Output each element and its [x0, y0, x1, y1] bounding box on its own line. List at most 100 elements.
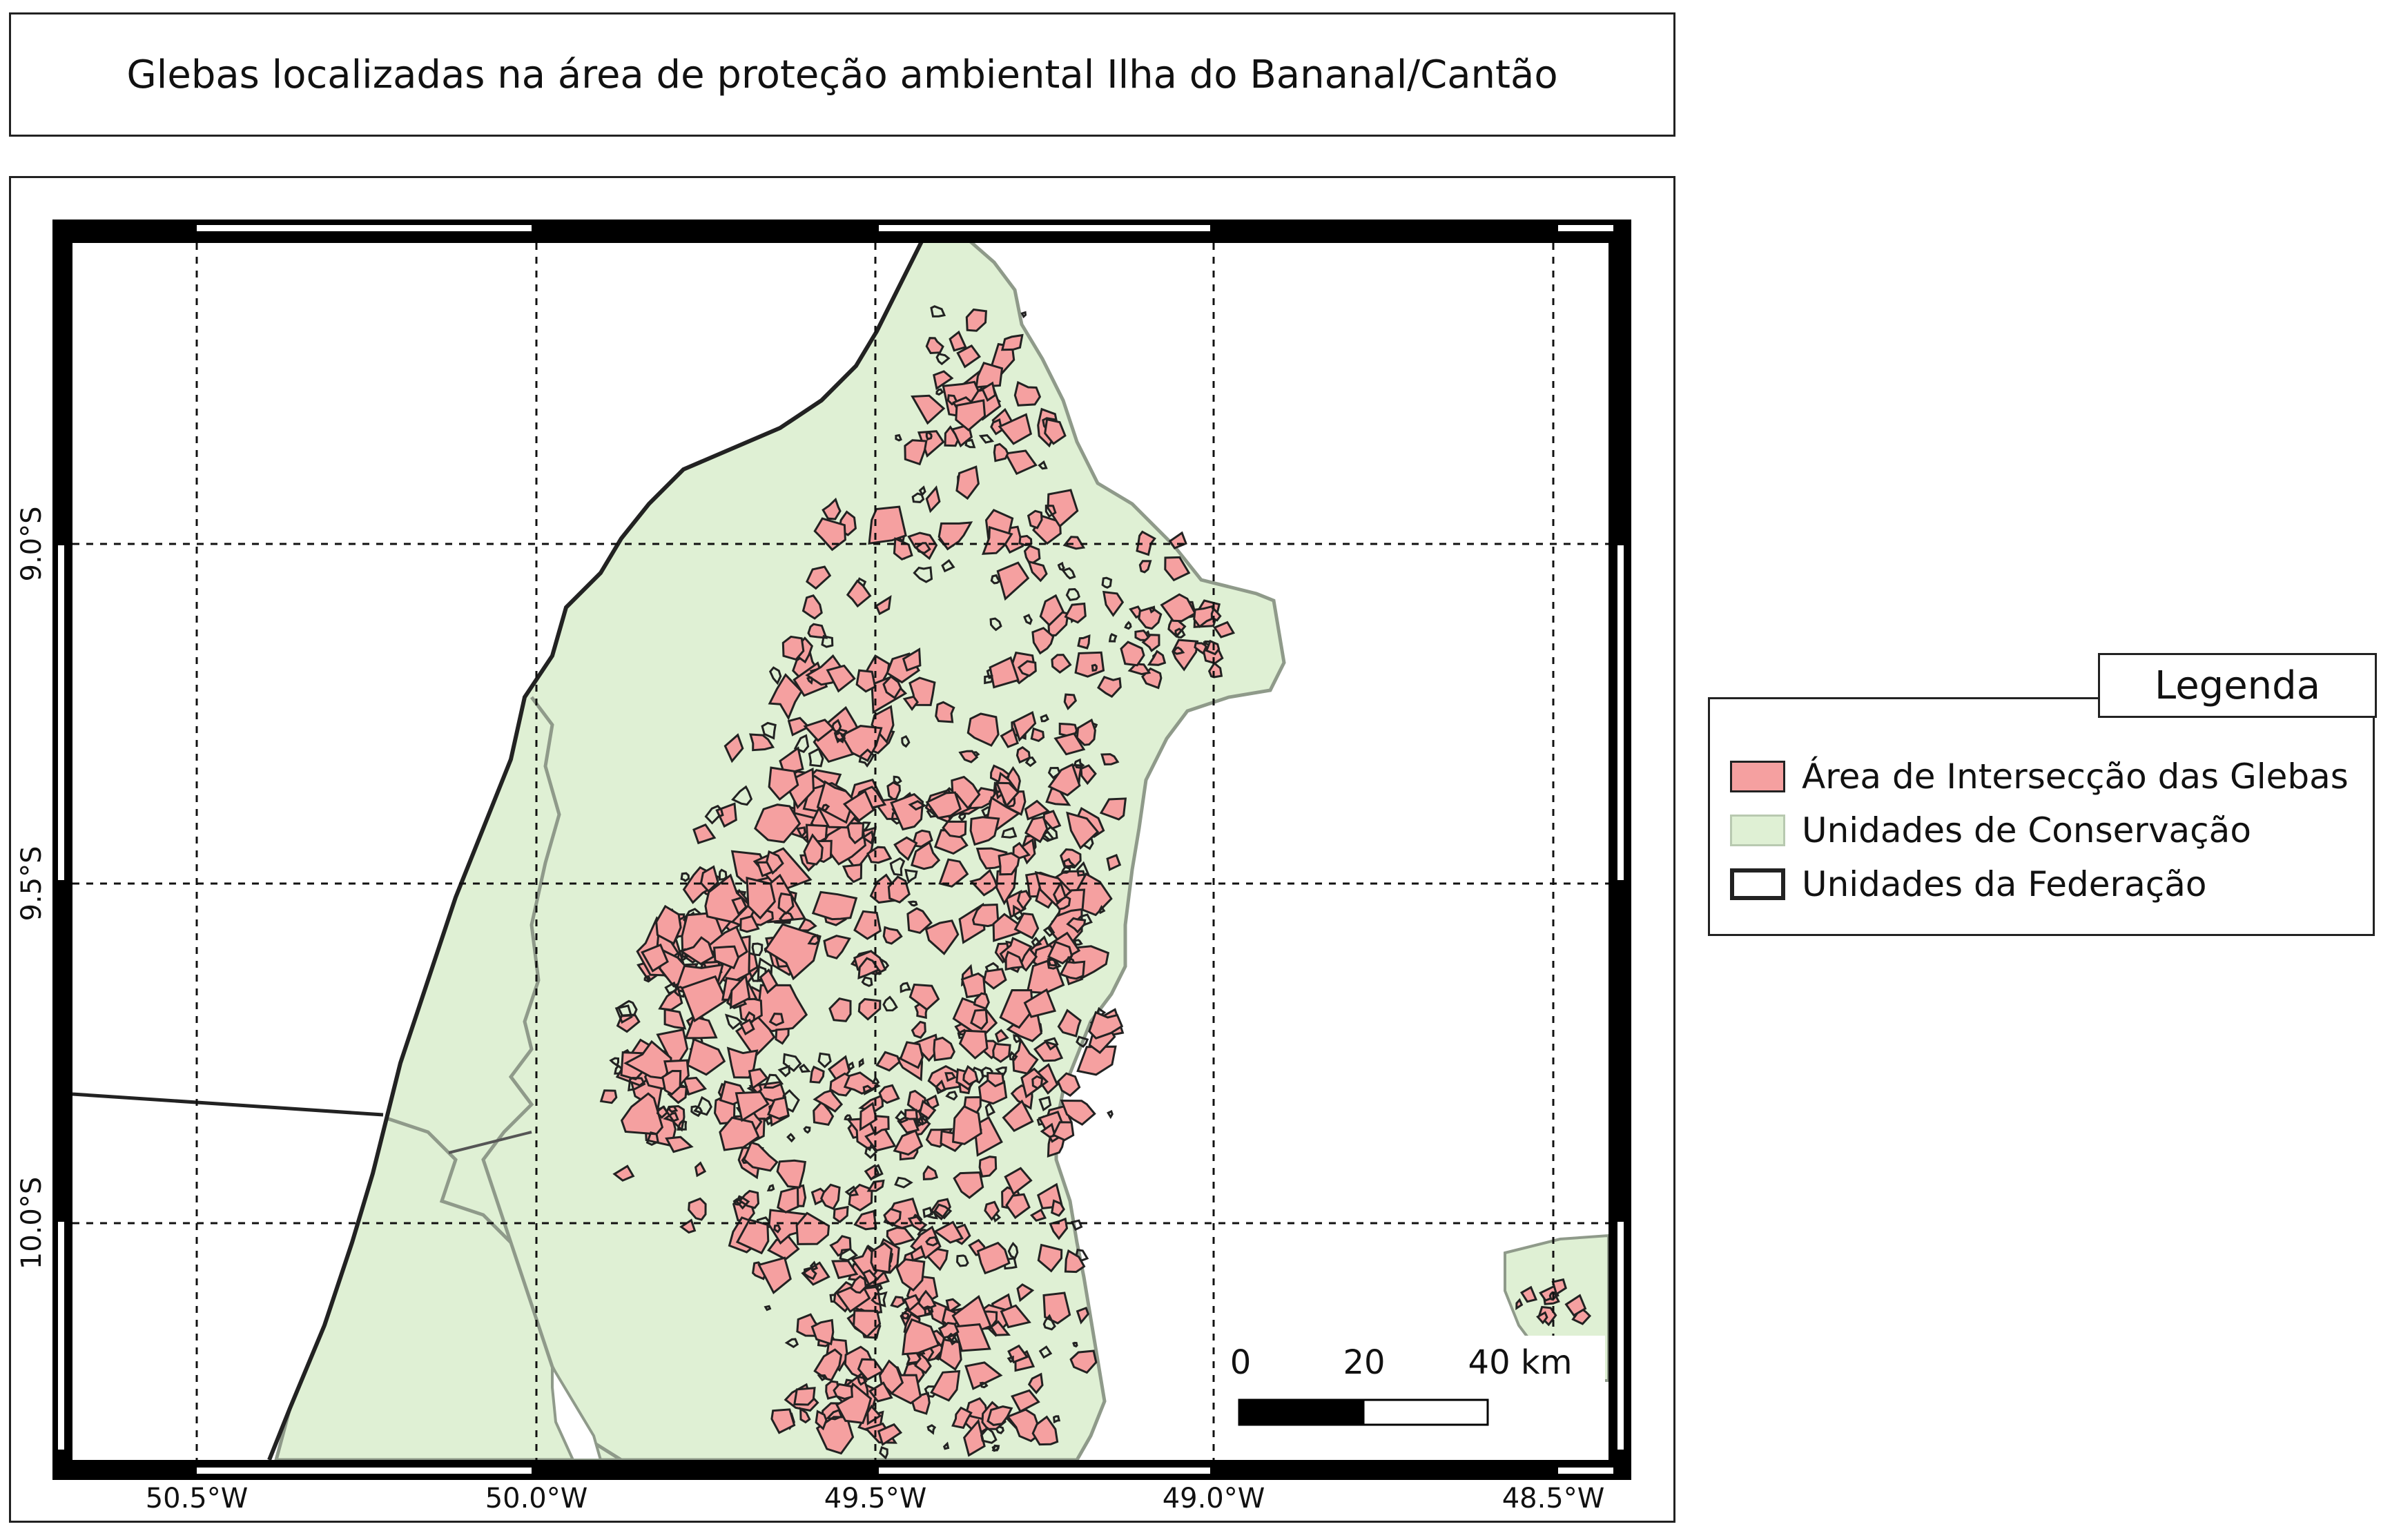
gleba-polygon[interactable] [1097, 675, 1122, 698]
gleba-polygon[interactable] [764, 1305, 772, 1312]
gleba-polygon[interactable] [786, 1133, 796, 1143]
gleba-polygon[interactable] [958, 750, 979, 763]
gleba-polygon[interactable] [866, 846, 893, 864]
gleba-polygon[interactable] [1004, 951, 1025, 971]
gleba-polygon[interactable] [894, 1176, 913, 1189]
gleba-polygon[interactable] [935, 388, 944, 396]
gleba-polygon[interactable] [1017, 660, 1037, 677]
gleba-polygon[interactable] [1023, 614, 1033, 625]
gleba-polygon[interactable] [799, 1407, 811, 1424]
gleba-polygon[interactable] [938, 858, 969, 888]
gleba-polygon[interactable] [925, 485, 941, 514]
gleba-polygon[interactable] [944, 425, 960, 447]
gleba-polygon[interactable] [668, 1105, 679, 1113]
gleba-polygon[interactable] [641, 943, 669, 973]
gleba-polygon[interactable] [1101, 576, 1113, 589]
gleba-polygon[interactable] [942, 1441, 950, 1450]
gleba-polygon[interactable] [904, 439, 928, 466]
gleba-polygon[interactable] [1127, 663, 1151, 676]
gleba-polygon[interactable] [915, 1117, 924, 1127]
gleba-polygon[interactable] [927, 1211, 939, 1220]
gleba-polygon[interactable] [946, 394, 958, 406]
gleba-polygon[interactable] [817, 1052, 832, 1069]
gleba-polygon[interactable] [1124, 621, 1132, 630]
gleba-polygon[interactable] [915, 542, 931, 554]
gleba-polygon[interactable] [732, 1198, 742, 1206]
gleba-polygon[interactable] [778, 911, 795, 924]
gleba-polygon[interactable] [764, 923, 822, 981]
gleba-polygon[interactable] [1160, 593, 1197, 623]
gleba-polygon[interactable] [1091, 663, 1098, 672]
gleba-polygon[interactable] [922, 1305, 934, 1316]
gleba-polygon[interactable] [875, 1283, 884, 1292]
gleba-polygon[interactable] [693, 1095, 712, 1116]
gleba-polygon[interactable] [1193, 605, 1218, 628]
gleba-polygon[interactable] [922, 1207, 933, 1218]
gleba-polygon[interactable] [775, 1027, 790, 1045]
gleba-polygon[interactable] [822, 497, 842, 520]
gleba-polygon[interactable] [875, 1051, 901, 1072]
gleba-polygon[interactable] [1012, 711, 1037, 742]
gleba-polygon[interactable] [1047, 766, 1061, 779]
gleba-polygon[interactable] [712, 945, 740, 970]
gleba-polygon[interactable] [973, 992, 990, 1010]
gleba-polygon[interactable] [1041, 830, 1056, 842]
gleba-polygon[interactable] [882, 995, 898, 1012]
gleba-polygon[interactable] [991, 1445, 1000, 1452]
gleba-polygon[interactable] [1044, 505, 1057, 518]
gleba-polygon[interactable] [677, 1120, 688, 1131]
gleba-polygon[interactable] [1064, 602, 1087, 624]
gleba-polygon[interactable] [893, 775, 902, 785]
gleba-polygon[interactable] [787, 717, 810, 737]
gleba-polygon[interactable] [958, 1029, 989, 1060]
gleba-polygon[interactable] [1057, 561, 1065, 572]
gleba-polygon[interactable] [831, 1260, 859, 1280]
gleba-polygon[interactable] [1039, 594, 1065, 627]
gleba-polygon[interactable] [616, 1000, 638, 1017]
gleba-polygon[interactable] [1060, 866, 1071, 874]
gleba-polygon[interactable] [813, 1100, 835, 1126]
gleba-polygon[interactable] [962, 1064, 979, 1086]
gleba-polygon[interactable] [777, 1064, 791, 1078]
gleba-polygon[interactable] [893, 537, 913, 561]
gleba-polygon[interactable] [1088, 1011, 1124, 1040]
gleba-polygon[interactable] [990, 418, 1003, 436]
gleba-polygon[interactable] [719, 1116, 760, 1151]
gleba-polygon[interactable] [882, 926, 903, 945]
gleba-polygon[interactable] [1047, 957, 1062, 970]
gleba-polygon[interactable] [933, 1036, 955, 1062]
gleba-polygon[interactable] [761, 721, 777, 740]
gleba-polygon[interactable] [993, 442, 1009, 462]
gleba-polygon[interactable] [989, 1320, 1011, 1336]
gleba-polygon[interactable] [908, 676, 936, 706]
gleba-polygon[interactable] [890, 1296, 906, 1309]
gleba-polygon[interactable] [1515, 1298, 1524, 1310]
gleba-polygon[interactable] [763, 1073, 784, 1089]
gleba-polygon[interactable] [842, 789, 875, 822]
gleba-polygon[interactable] [835, 1382, 873, 1425]
gleba-polygon[interactable] [893, 1129, 924, 1156]
gleba-polygon[interactable] [1031, 1075, 1044, 1090]
gleba-polygon[interactable] [1213, 621, 1236, 639]
gleba-polygon[interactable] [1038, 1345, 1053, 1359]
gleba-polygon[interactable] [984, 674, 993, 685]
gleba-polygon[interactable] [978, 1156, 998, 1178]
gleba-polygon[interactable] [793, 1387, 816, 1406]
gleba-polygon[interactable] [1044, 418, 1067, 445]
gleba-polygon[interactable] [902, 1318, 940, 1356]
gleba-polygon[interactable] [941, 558, 955, 573]
gleba-polygon[interactable] [925, 431, 933, 441]
gleba-polygon[interactable] [686, 1037, 726, 1076]
gleba-polygon[interactable] [992, 913, 1030, 942]
gleba-polygon[interactable] [1027, 560, 1048, 583]
gleba-polygon[interactable] [799, 1063, 811, 1073]
gleba-polygon[interactable] [1009, 1051, 1018, 1061]
gleba-polygon[interactable] [831, 719, 842, 735]
gleba-polygon[interactable] [981, 381, 997, 402]
gleba-polygon[interactable] [768, 666, 782, 685]
gleba-polygon[interactable] [971, 903, 1000, 928]
gleba-polygon[interactable] [1013, 1034, 1022, 1044]
gleba-polygon[interactable] [770, 1408, 796, 1434]
gleba-polygon[interactable] [872, 1075, 880, 1085]
gleba-polygon[interactable] [803, 719, 835, 742]
